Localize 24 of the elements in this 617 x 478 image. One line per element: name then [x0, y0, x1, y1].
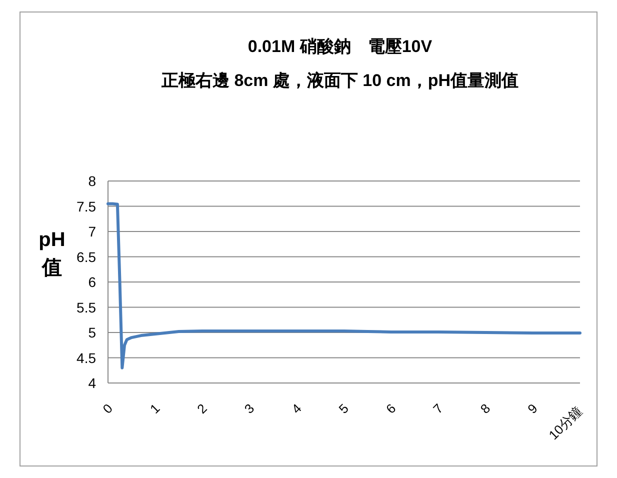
x-tick-label: 10分鐘 [546, 403, 585, 443]
chart-title: 0.01M 硝酸鈉 電壓10V [248, 37, 433, 56]
y-tick-label: 6 [88, 274, 96, 290]
x-tick-label: 4 [288, 400, 304, 417]
x-tick-label: 2 [194, 400, 210, 417]
y-tick-label: 4.5 [76, 350, 96, 366]
y-tick-label: 5 [88, 324, 96, 340]
x-tick-label: 7 [430, 400, 446, 417]
chart-subtitle: 正極右邊 8cm 處，液面下 10 cm，pH值量測值 [160, 71, 519, 90]
y-axis-title: pH 值 [38, 229, 66, 279]
x-tick-label: 1 [146, 400, 163, 417]
x-tick-label: 5 [336, 400, 352, 417]
y-tick-label: 7.5 [76, 198, 96, 214]
x-tick-label: 3 [241, 400, 258, 417]
y-tick-label: 4 [88, 375, 96, 391]
y-tick-label: 5.5 [76, 299, 96, 316]
y-tick-label: 7 [88, 224, 96, 240]
line-series [106, 202, 582, 370]
x-tick-label: 6 [382, 400, 399, 417]
x-tick-label: 0 [100, 400, 116, 417]
x-tick-label: 8 [477, 400, 494, 417]
y-tick-label: 8 [88, 173, 96, 189]
y-tick-label: 6.5 [76, 248, 96, 265]
x-tick-label: 9 [524, 400, 540, 417]
